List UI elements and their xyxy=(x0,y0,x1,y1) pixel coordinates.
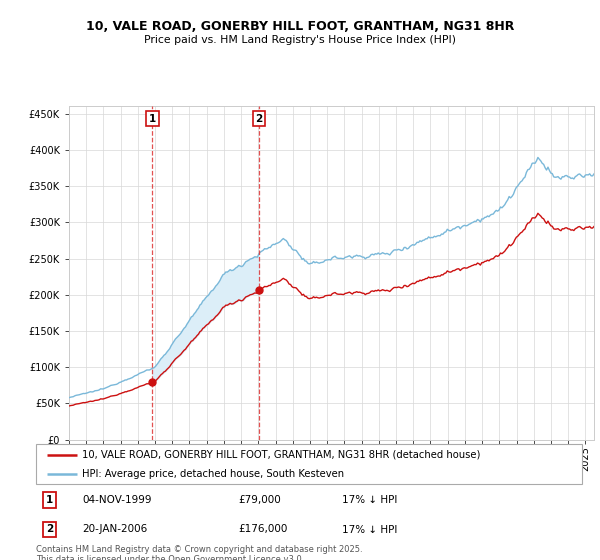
Text: Price paid vs. HM Land Registry's House Price Index (HPI): Price paid vs. HM Land Registry's House … xyxy=(144,35,456,45)
Text: 1: 1 xyxy=(46,496,53,505)
Text: 1: 1 xyxy=(149,114,156,124)
Text: £79,000: £79,000 xyxy=(238,496,281,505)
Text: £176,000: £176,000 xyxy=(238,525,287,534)
Text: 10, VALE ROAD, GONERBY HILL FOOT, GRANTHAM, NG31 8HR: 10, VALE ROAD, GONERBY HILL FOOT, GRANTH… xyxy=(86,20,514,32)
Text: 17% ↓ HPI: 17% ↓ HPI xyxy=(342,525,397,534)
Text: 20-JAN-2006: 20-JAN-2006 xyxy=(82,525,148,534)
Text: HPI: Average price, detached house, South Kesteven: HPI: Average price, detached house, Sout… xyxy=(82,469,344,478)
Text: 2: 2 xyxy=(46,525,53,534)
Text: 17% ↓ HPI: 17% ↓ HPI xyxy=(342,496,397,505)
FancyBboxPatch shape xyxy=(36,444,582,484)
Text: 10, VALE ROAD, GONERBY HILL FOOT, GRANTHAM, NG31 8HR (detached house): 10, VALE ROAD, GONERBY HILL FOOT, GRANTH… xyxy=(82,450,481,460)
Text: Contains HM Land Registry data © Crown copyright and database right 2025.
This d: Contains HM Land Registry data © Crown c… xyxy=(36,545,362,560)
Text: 04-NOV-1999: 04-NOV-1999 xyxy=(82,496,152,505)
Text: 2: 2 xyxy=(256,114,263,124)
